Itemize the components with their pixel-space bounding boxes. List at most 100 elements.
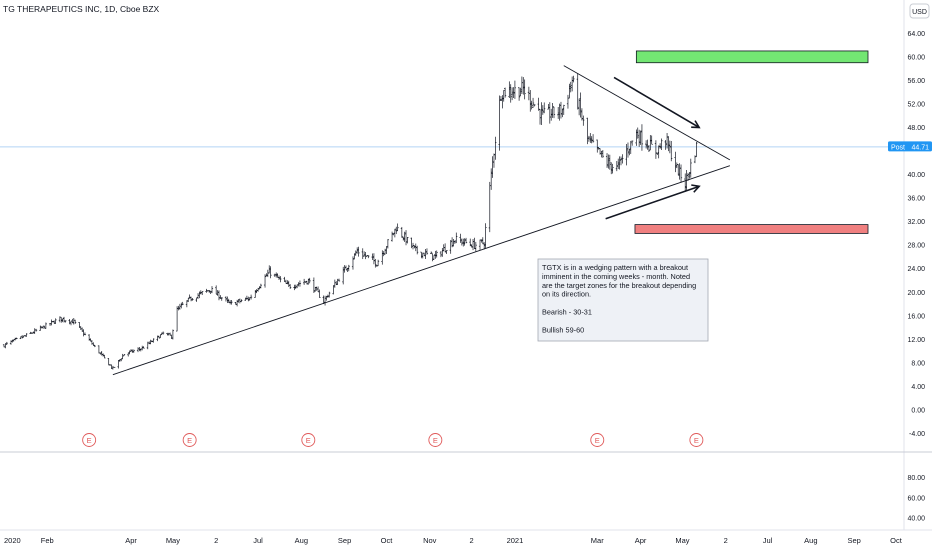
- candle: [69, 320, 73, 326]
- candle: [5, 341, 8, 346]
- candle: [343, 265, 346, 273]
- candle: [217, 290, 221, 301]
- annotation-line: Bearish - 30-31: [542, 308, 592, 317]
- candle: [256, 287, 260, 292]
- time-tick-label: Apr: [635, 536, 647, 545]
- wedge-upper-trendline[interactable]: [563, 65, 731, 161]
- candle: [64, 320, 67, 323]
- candle: [263, 274, 267, 288]
- time-axis[interactable]: 2020 Feb Apr May 2 Jul Aug Sep Oct Nov 2 2021 Mar Apr…: [4, 536, 903, 545]
- candle: [227, 298, 230, 303]
- candle: [626, 142, 630, 158]
- candle: [43, 325, 46, 329]
- candle: [245, 295, 248, 301]
- candle: [354, 250, 357, 256]
- candle: [224, 296, 228, 302]
- candle: [596, 139, 599, 153]
- candle: [187, 297, 190, 303]
- candle: [430, 251, 433, 254]
- candle: [621, 154, 624, 164]
- time-tick-label: 2: [470, 536, 474, 545]
- earnings-marker-icon[interactable]: E: [82, 433, 97, 447]
- candle: [220, 297, 223, 301]
- candle: [178, 303, 181, 310]
- candle: [537, 97, 540, 111]
- annotation-note[interactable]: TGTX is in a wedging pattern with a brea…: [537, 258, 709, 342]
- candle: [171, 329, 175, 340]
- candle: [62, 316, 66, 323]
- candle: [449, 240, 452, 254]
- candle: [455, 232, 458, 244]
- candle: [658, 143, 662, 149]
- candle: [198, 291, 201, 299]
- earnings-marker-icon[interactable]: E: [689, 433, 704, 447]
- candle: [199, 290, 202, 295]
- time-tick-label: Mar: [591, 536, 604, 545]
- price-tick-label: -4.00: [909, 431, 925, 438]
- candle: [517, 87, 521, 101]
- candle: [453, 240, 456, 244]
- candle: [367, 255, 370, 259]
- candle: [185, 300, 188, 308]
- bullish-target-zone[interactable]: [635, 50, 869, 64]
- lower-pane-axis[interactable]: 80.00 60.00 40.00: [907, 475, 925, 523]
- time-tick-label: Jul: [763, 536, 773, 545]
- wedge-lower-trendline[interactable]: [112, 165, 731, 376]
- candle: [444, 243, 447, 253]
- lower-pane-tick-label: 60.00: [907, 495, 925, 502]
- price-axis[interactable]: 64.0060.0056.0052.0048.0044.7140.0036.00…: [907, 31, 925, 438]
- candle: [636, 127, 639, 139]
- bearish-direction-arrow[interactable]: [613, 76, 701, 129]
- candle: [396, 223, 399, 232]
- time-tick-label: Sep: [847, 536, 860, 545]
- candle: [566, 94, 570, 109]
- price-tick-label: 36.00: [907, 196, 925, 203]
- earnings-marker-icon[interactable]: E: [182, 433, 197, 447]
- candle: [35, 328, 38, 332]
- currency-badge[interactable]: USD: [909, 3, 930, 19]
- candle: [346, 267, 349, 273]
- price-tick-label: 28.00: [907, 243, 925, 250]
- candle: [240, 299, 243, 303]
- earnings-marker-label: E: [87, 436, 92, 445]
- candle: [390, 231, 394, 242]
- earnings-marker-icon[interactable]: E: [301, 433, 316, 447]
- candle: [88, 334, 91, 341]
- candle: [420, 251, 423, 259]
- candle: [226, 296, 229, 304]
- candle: [210, 286, 214, 294]
- candle: [571, 76, 574, 92]
- candle: [268, 265, 271, 274]
- candle: [201, 291, 204, 296]
- earnings-marker-icon[interactable]: E: [428, 433, 443, 447]
- candle: [484, 223, 487, 249]
- earnings-marker-icon[interactable]: E: [590, 433, 605, 447]
- candle: [523, 79, 526, 100]
- bearish-target-zone[interactable]: [634, 224, 869, 234]
- time-tick-label: May: [166, 536, 180, 545]
- candle: [337, 278, 341, 282]
- candle: [425, 248, 429, 255]
- candle: [208, 290, 211, 293]
- candle: [377, 259, 380, 267]
- time-tick-label: Aug: [804, 536, 817, 545]
- candle: [127, 352, 130, 357]
- candle: [298, 280, 302, 287]
- candle: [674, 151, 677, 173]
- candle: [578, 98, 581, 116]
- chart-title: TG THERAPEUTICS INC, 1D, Cboe BZX: [3, 4, 160, 14]
- bullish-direction-arrow[interactable]: [605, 184, 701, 220]
- candle: [371, 253, 374, 260]
- candle: [665, 133, 669, 149]
- price-tick-label: 16.00: [907, 313, 925, 320]
- candle: [670, 140, 673, 162]
- time-tick-label: Oct: [381, 536, 394, 545]
- candle: [385, 246, 388, 255]
- candle: [607, 154, 610, 169]
- price-tick-label: 8.00: [911, 360, 925, 367]
- candle: [474, 241, 477, 252]
- time-tick-label: 2: [724, 536, 728, 545]
- annotation-line: Bullish 59-60: [542, 325, 584, 334]
